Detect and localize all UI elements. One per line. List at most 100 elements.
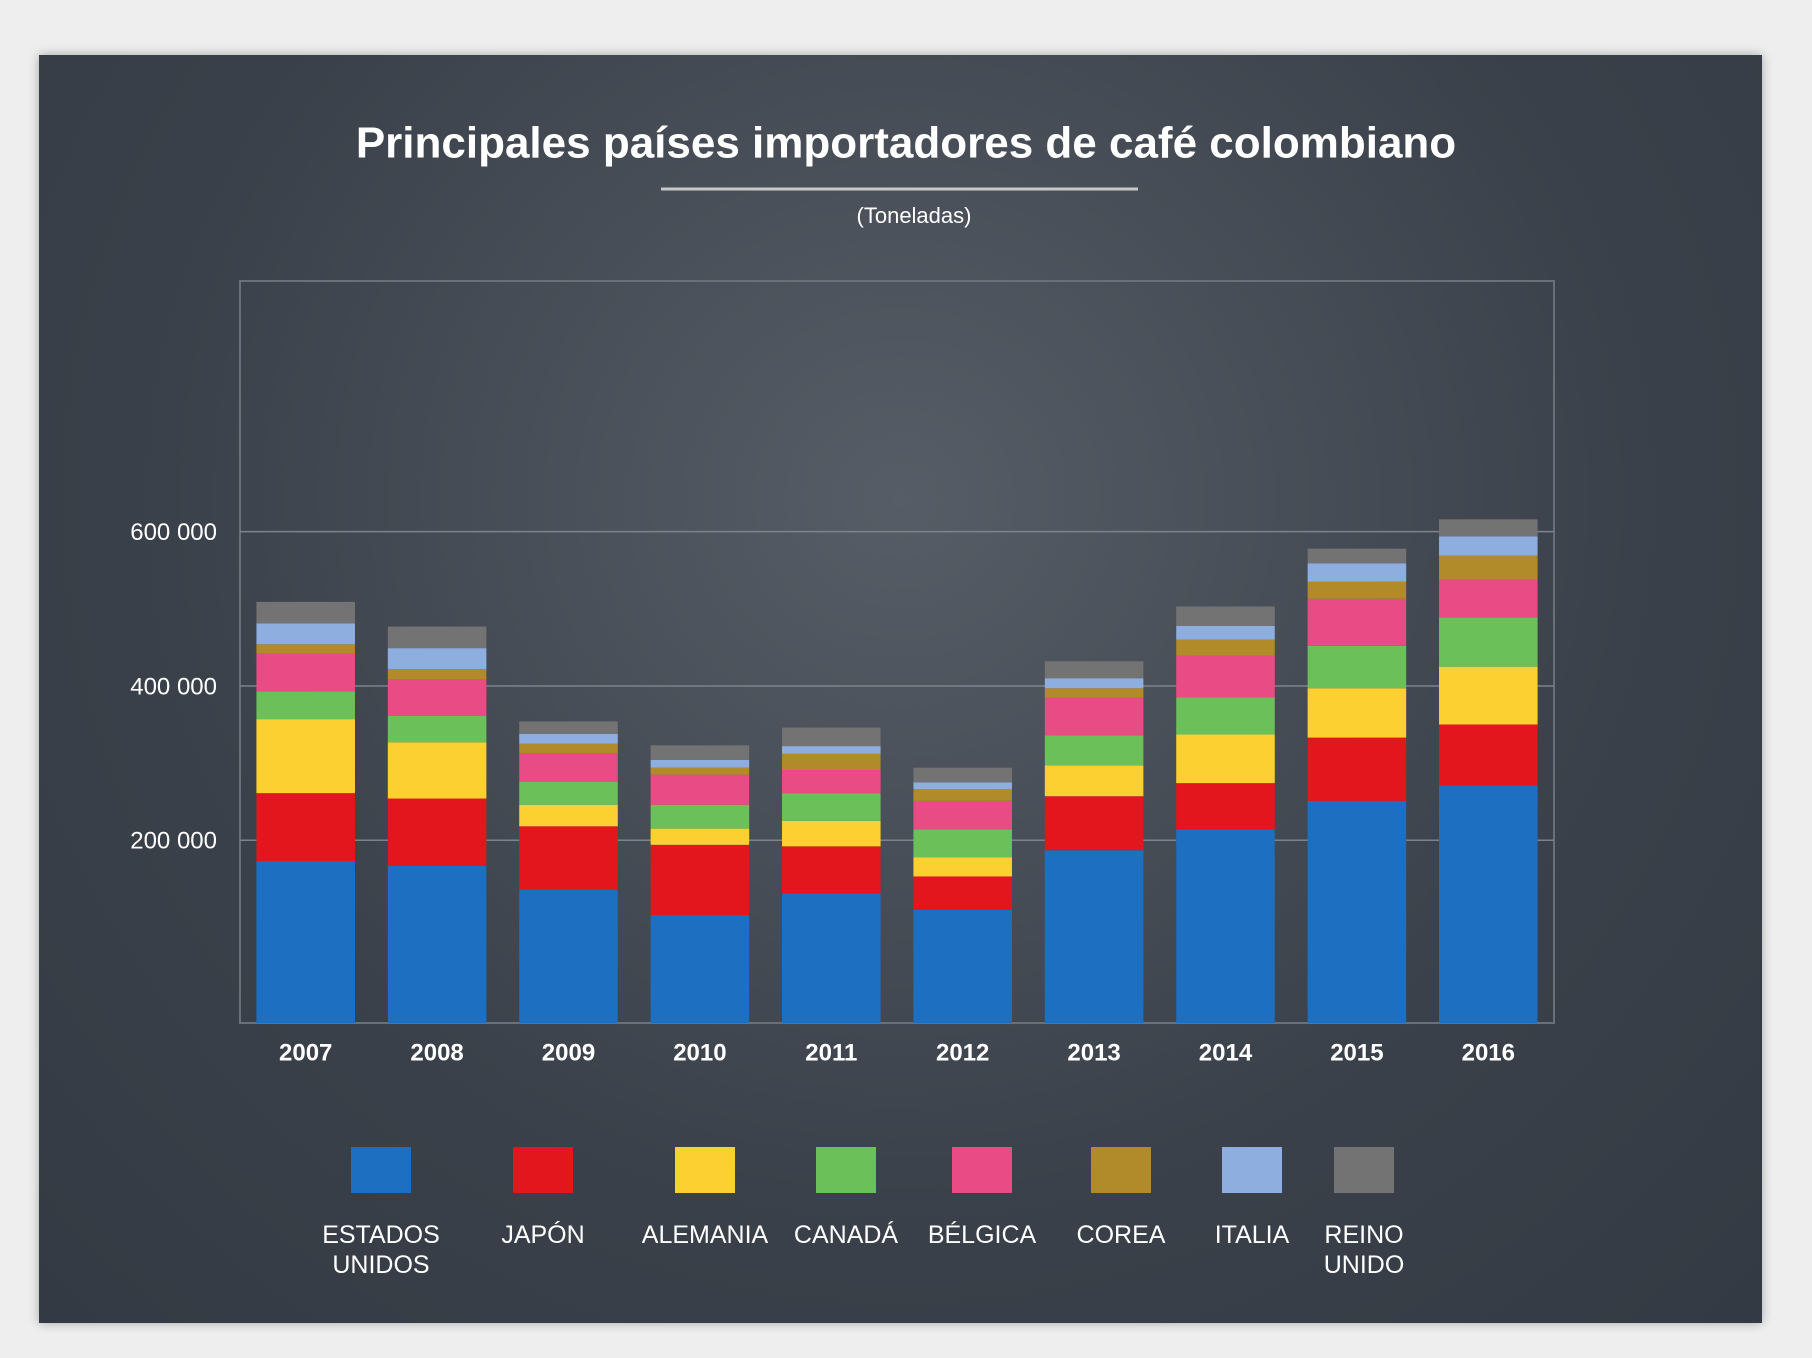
bar-segment — [387, 716, 487, 743]
bar-segment — [1044, 796, 1144, 851]
bar-segment — [1176, 734, 1275, 784]
bar-segment — [913, 829, 1012, 858]
x-tick-label: 2008 — [410, 1039, 463, 1066]
bar-segment — [1176, 783, 1275, 830]
bar-segment — [387, 678, 487, 717]
bar-segment — [782, 820, 881, 847]
bar-segment — [256, 719, 355, 794]
bar-segment — [650, 745, 750, 760]
bar-segment — [1044, 765, 1144, 797]
bar-segment — [1439, 519, 1538, 537]
bar-segment — [650, 915, 750, 1023]
bar-segment — [519, 743, 618, 754]
bar-segment — [1439, 536, 1538, 556]
legend-label: BÉLGICA — [927, 1221, 1037, 1249]
y-tick-label: 200 000 — [130, 828, 217, 855]
bar-segment — [782, 793, 881, 821]
x-tick-label: 2015 — [1330, 1039, 1383, 1066]
legend-swatch — [952, 1147, 1012, 1193]
bar-segment — [913, 767, 1012, 783]
bar-segment — [913, 782, 1012, 790]
bar-segment — [1439, 555, 1538, 580]
legend-swatch — [1334, 1147, 1394, 1193]
bar-segment — [782, 753, 881, 771]
bar-segment — [256, 653, 355, 692]
bar-segment — [913, 909, 1012, 1023]
bar-segment — [519, 804, 618, 827]
x-tick-label: 2013 — [1067, 1039, 1120, 1066]
bar-segment — [1439, 724, 1538, 786]
bar-segment — [1176, 655, 1275, 698]
bar-segment — [782, 727, 881, 747]
bar-segment — [913, 800, 1012, 830]
bar-segment — [256, 601, 355, 624]
bar-segment — [650, 828, 750, 845]
bar-segment — [1307, 563, 1407, 582]
bar-segment — [1176, 606, 1275, 626]
bar-segment — [256, 644, 355, 654]
legend-label: ITALIA — [1214, 1221, 1290, 1249]
bar-segment — [519, 753, 618, 782]
bar-segment — [1044, 697, 1144, 736]
bar-segment — [387, 626, 487, 649]
legend-swatch — [1091, 1147, 1151, 1193]
legend-label: COREA — [1076, 1221, 1166, 1249]
bar-segment — [1307, 737, 1407, 801]
bar-segment — [519, 721, 618, 734]
bar-segment — [1439, 785, 1538, 1023]
bar-segment — [1307, 688, 1407, 738]
bar-segment — [256, 691, 355, 720]
bar-segment — [1044, 678, 1144, 689]
bar-segment — [387, 798, 487, 866]
chart-subtitle: (Toneladas) — [857, 203, 972, 228]
x-tick-label: 2007 — [279, 1039, 332, 1066]
legend-label: ESTADOS UNIDOS — [322, 1221, 440, 1279]
legend-swatch — [816, 1147, 876, 1193]
bar-segment — [519, 889, 618, 1023]
bar-segment — [650, 804, 750, 829]
bar-segment — [387, 742, 487, 799]
x-tick-label: 2014 — [1199, 1039, 1253, 1066]
legend-label: JAPÓN — [501, 1221, 585, 1249]
bar-segment — [1439, 617, 1538, 667]
legend-label: ALEMANIA — [641, 1221, 769, 1249]
bar-segment — [913, 789, 1012, 801]
bar-segment — [1176, 639, 1275, 656]
legend-swatch — [351, 1147, 411, 1193]
bar-segment — [782, 846, 881, 894]
bar-segment — [1044, 661, 1144, 679]
bar-segment — [387, 865, 487, 1023]
bar-segment — [650, 774, 750, 805]
bar-segment — [1176, 625, 1275, 640]
plot-frame — [239, 280, 1555, 1024]
legend-swatch — [1222, 1147, 1282, 1193]
bar-segment — [1439, 666, 1538, 725]
x-tick-label: 2012 — [936, 1039, 989, 1066]
bar-segment — [256, 793, 355, 862]
bar-segment — [519, 826, 618, 890]
bar-segment — [1176, 829, 1275, 1023]
chart-title: Principales países importadores de café … — [356, 119, 1456, 168]
x-tick-label: 2011 — [805, 1039, 857, 1066]
bar-segment — [1307, 598, 1407, 646]
bar-segment — [387, 648, 487, 669]
bar-segment — [913, 857, 1012, 877]
bar-segment — [1307, 645, 1407, 689]
legend-swatch — [675, 1147, 735, 1193]
bar-segment — [1176, 697, 1275, 735]
bar-segment — [1044, 735, 1144, 766]
bar-segment — [1044, 850, 1144, 1023]
bar-segment — [519, 733, 618, 744]
bar-segment — [387, 668, 487, 679]
y-tick-label: 600 000 — [130, 519, 217, 546]
bar-segment — [1307, 548, 1407, 564]
bar-segment — [650, 767, 750, 775]
x-tick-label: 2009 — [542, 1039, 595, 1066]
bar-segment — [782, 770, 881, 794]
bar-segment — [1307, 581, 1407, 599]
bar-segment — [650, 844, 750, 916]
legend-label: REINO UNIDO — [1323, 1221, 1405, 1279]
bar-segment — [782, 746, 881, 754]
bar-segment — [913, 876, 1012, 910]
